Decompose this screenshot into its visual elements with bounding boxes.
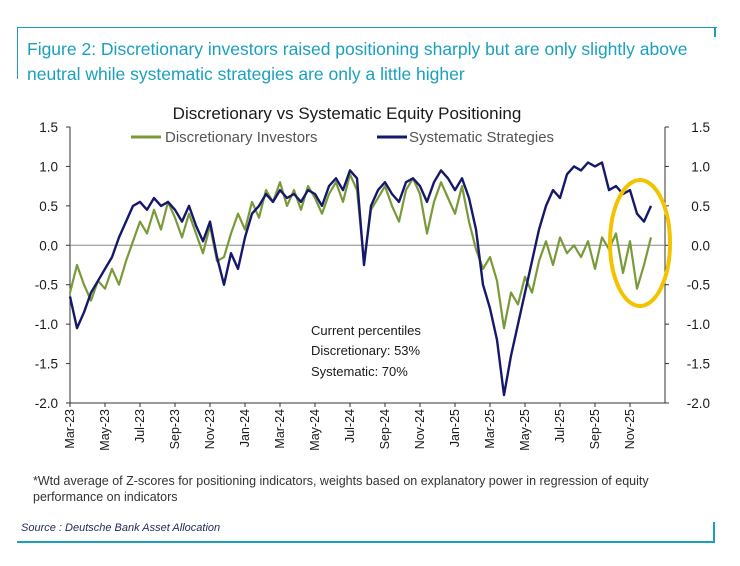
percentile-header: Current percentiles — [311, 323, 421, 338]
y-tick-label-right: 1.0 — [691, 159, 710, 174]
x-tick-label: Jul-25 — [553, 409, 567, 443]
x-tick-label: Nov-25 — [623, 409, 637, 449]
x-tick-label: Mar-23 — [63, 409, 77, 449]
y-tick-label-right: -1.0 — [687, 317, 710, 332]
x-tick-label: Sep-24 — [378, 409, 392, 449]
y-tick-label-right: -1.5 — [687, 357, 710, 372]
y-tick-label-right: -2.0 — [687, 396, 710, 411]
x-axis: Mar-23 May-23 Jul-23 Sep-23 Nov-23 Jan-24 Mar-… — [63, 403, 637, 451]
y-axis-left: 1.5 1.0 0.5 0.0 -0.5 -1.0 -1.5 -2.0 — [35, 120, 70, 411]
x-tick-label: Jul-23 — [133, 409, 147, 443]
x-tick-label: May-24 — [308, 409, 322, 451]
x-tick-label: Mar-25 — [483, 409, 497, 449]
legend-label-systematic: Systematic Strategies — [409, 129, 554, 146]
y-tick-label-left: -1.0 — [35, 317, 58, 332]
figure-title: Figure 2: Discretionary investors raised… — [27, 39, 688, 84]
y-axis-right: 1.5 1.0 0.5 0.0 -0.5 -1.0 -1.5 -2.0 — [665, 120, 710, 411]
x-tick-label: May-25 — [518, 409, 532, 451]
x-tick-label: Jan-25 — [448, 409, 462, 447]
source-note: Source : Deutsche Bank Asset Allocation — [21, 522, 221, 534]
x-tick-label: Mar-24 — [273, 409, 287, 449]
y-tick-label-right: 0.0 — [691, 238, 710, 253]
y-tick-label-left: -1.5 — [35, 357, 58, 372]
y-tick-label-right: 0.5 — [691, 199, 710, 214]
x-tick-label: May-23 — [98, 409, 112, 451]
series-line-systematic — [68, 161, 653, 397]
series-layer — [68, 161, 653, 397]
footnote: *Wtd average of Z-scores for positioning… — [33, 474, 649, 504]
percentile-systematic: Systematic: 70% — [311, 364, 408, 379]
positioning-chart: Discretionary vs Systematic Equity Posit… — [35, 104, 710, 451]
percentile-discretionary: Discretionary: 53% — [311, 343, 421, 358]
x-tick-label: Jan-24 — [238, 409, 252, 447]
figure-frame-top-right — [714, 27, 716, 37]
x-tick-label: Nov-24 — [413, 409, 427, 449]
y-tick-label-right: 1.5 — [691, 120, 710, 135]
series-line-discretionary — [68, 173, 653, 330]
figure-frame-bottom-right — [713, 522, 715, 542]
y-tick-label-left: 0.0 — [39, 238, 58, 253]
y-tick-label-left: -0.5 — [35, 278, 58, 293]
x-tick-label: Jul-24 — [343, 409, 357, 443]
x-tick-label: Nov-23 — [203, 409, 217, 449]
legend: Discretionary Investors Systematic Strat… — [131, 129, 554, 146]
y-tick-label-left: 1.0 — [39, 159, 58, 174]
figure-frame-top — [17, 27, 717, 79]
y-tick-label-right: -0.5 — [687, 278, 710, 293]
y-tick-label-left: 0.5 — [39, 199, 58, 214]
y-tick-label-left: 1.5 — [39, 120, 58, 135]
percentile-annotation: Current percentiles Discretionary: 53% S… — [311, 323, 421, 379]
highlight-circle — [608, 178, 672, 308]
figure-frame-bottom — [17, 541, 715, 543]
chart-title: Discretionary vs Systematic Equity Posit… — [173, 104, 522, 123]
legend-label-discretionary: Discretionary Investors — [165, 129, 318, 146]
x-tick-label: Sep-23 — [168, 409, 182, 449]
y-tick-label-left: -2.0 — [35, 396, 58, 411]
x-tick-label: Sep-25 — [588, 409, 602, 449]
